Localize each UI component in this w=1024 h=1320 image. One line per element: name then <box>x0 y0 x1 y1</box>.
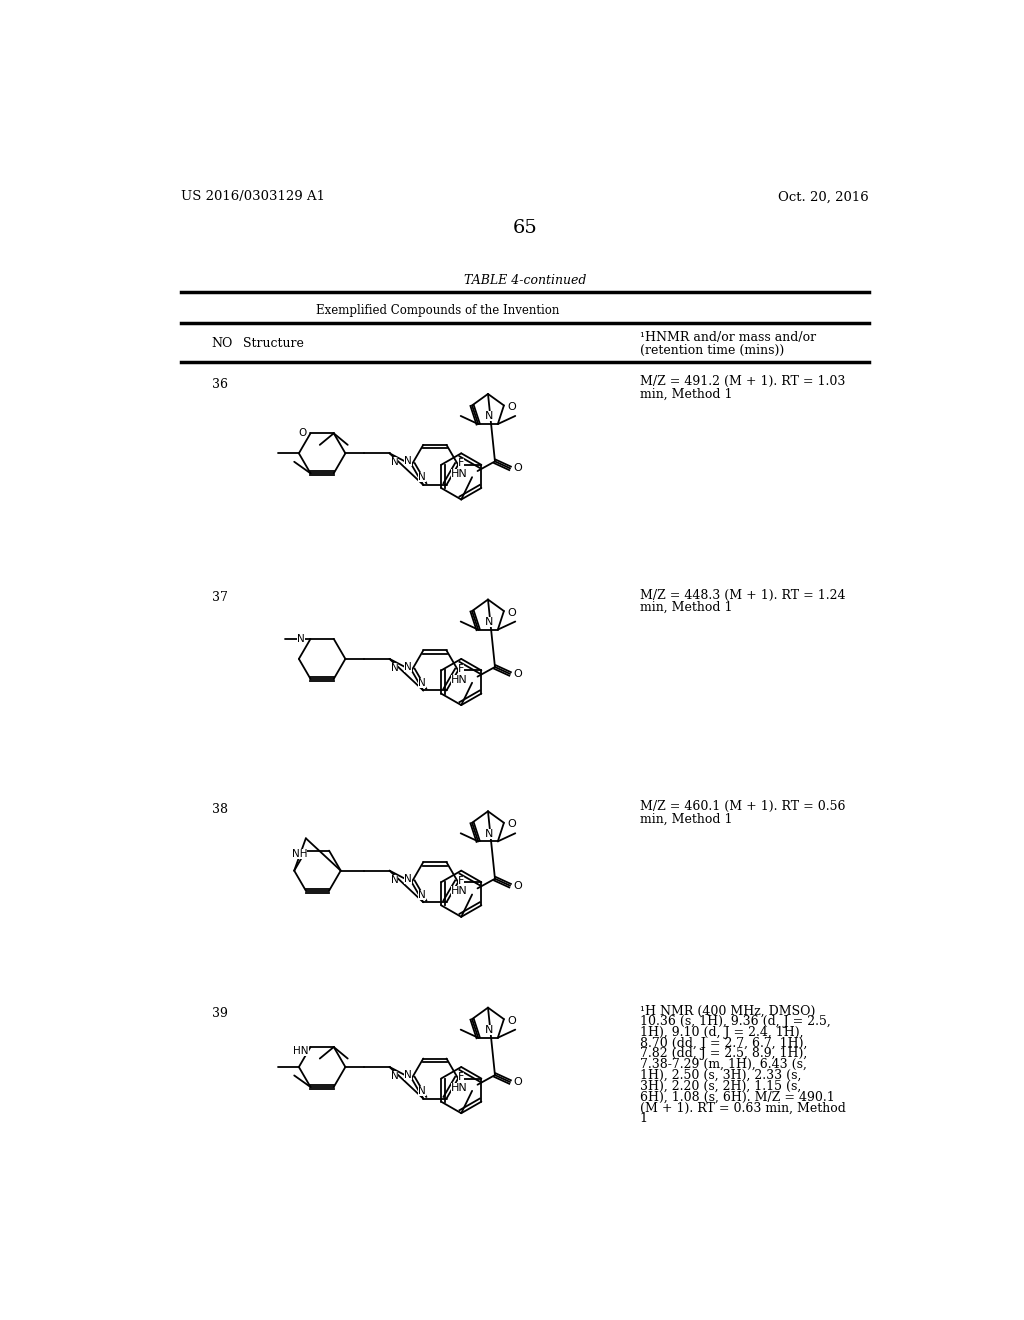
Text: M/Z = 491.2 (M + 1). RT = 1.03: M/Z = 491.2 (M + 1). RT = 1.03 <box>640 375 845 388</box>
Text: O: O <box>513 880 522 891</box>
Text: O: O <box>513 669 522 678</box>
Text: N: N <box>390 663 398 673</box>
Text: F: F <box>458 458 465 469</box>
Text: 7.38-7.29 (m, 1H), 6.43 (s,: 7.38-7.29 (m, 1H), 6.43 (s, <box>640 1059 806 1072</box>
Text: min, Method 1: min, Method 1 <box>640 813 732 825</box>
Text: min, Method 1: min, Method 1 <box>640 601 732 614</box>
Text: NH: NH <box>292 850 307 859</box>
Text: M/Z = 460.1 (M + 1). RT = 0.56: M/Z = 460.1 (M + 1). RT = 0.56 <box>640 800 845 813</box>
Text: min, Method 1: min, Method 1 <box>640 388 732 400</box>
Text: N: N <box>404 874 412 883</box>
Text: M/Z = 448.3 (M + 1). RT = 1.24: M/Z = 448.3 (M + 1). RT = 1.24 <box>640 589 845 602</box>
Text: N: N <box>418 473 426 482</box>
Text: NO: NO <box>212 337 233 350</box>
Text: 1: 1 <box>640 1111 647 1125</box>
Text: N: N <box>485 412 494 421</box>
Text: N: N <box>390 457 398 467</box>
Text: Structure: Structure <box>243 337 303 350</box>
Text: F: F <box>458 875 465 886</box>
Text: ¹HNMR and/or mass and/or: ¹HNMR and/or mass and/or <box>640 331 816 345</box>
Text: O: O <box>507 607 516 618</box>
Text: HN: HN <box>451 469 467 479</box>
Text: HN: HN <box>451 1082 467 1093</box>
Text: N: N <box>485 616 494 627</box>
Text: O: O <box>513 1077 522 1086</box>
Text: O: O <box>513 463 522 474</box>
Text: 6H), 1.08 (s, 6H). M/Z = 490.1: 6H), 1.08 (s, 6H). M/Z = 490.1 <box>640 1090 835 1104</box>
Text: 38: 38 <box>212 803 227 816</box>
Text: 1H), 9.10 (d, J = 2.4, 1H),: 1H), 9.10 (d, J = 2.4, 1H), <box>640 1026 803 1039</box>
Text: US 2016/0303129 A1: US 2016/0303129 A1 <box>180 190 325 203</box>
Text: 10.36 (s, 1H), 9.36 (d, J = 2.5,: 10.36 (s, 1H), 9.36 (d, J = 2.5, <box>640 1015 830 1028</box>
Text: 8.70 (dd, J = 2.7, 6.7, 1H),: 8.70 (dd, J = 2.7, 6.7, 1H), <box>640 1036 807 1049</box>
Text: O: O <box>299 428 307 438</box>
Text: N: N <box>418 890 426 899</box>
Text: Exemplified Compounds of the Invention: Exemplified Compounds of the Invention <box>316 305 560 317</box>
Text: 65: 65 <box>512 219 538 236</box>
Text: N: N <box>390 875 398 884</box>
Text: N: N <box>404 661 412 672</box>
Text: Oct. 20, 2016: Oct. 20, 2016 <box>778 190 869 203</box>
Text: TABLE 4-continued: TABLE 4-continued <box>464 273 586 286</box>
Text: O: O <box>507 820 516 829</box>
Text: HN: HN <box>294 1045 309 1056</box>
Text: 37: 37 <box>212 591 227 603</box>
Text: 1H), 2.50 (s, 3H), 2.33 (s,: 1H), 2.50 (s, 3H), 2.33 (s, <box>640 1069 801 1082</box>
Text: HN: HN <box>451 675 467 685</box>
Text: HN: HN <box>451 887 467 896</box>
Text: N: N <box>418 1086 426 1096</box>
Text: (retention time (mins)): (retention time (mins)) <box>640 345 783 358</box>
Text: 36: 36 <box>212 378 227 391</box>
Text: 3H), 2.20 (s, 2H), 1.15 (s,: 3H), 2.20 (s, 2H), 1.15 (s, <box>640 1080 801 1093</box>
Text: 7.82 (dd, J = 2.5, 8.9, 1H),: 7.82 (dd, J = 2.5, 8.9, 1H), <box>640 1047 807 1060</box>
Text: N: N <box>485 1026 494 1035</box>
Text: N: N <box>404 1071 412 1080</box>
Text: ¹H NMR (400 MHz, DMSO): ¹H NMR (400 MHz, DMSO) <box>640 1005 815 1018</box>
Text: F: F <box>458 664 465 675</box>
Text: N: N <box>485 829 494 838</box>
Text: (M + 1). RT = 0.63 min, Method: (M + 1). RT = 0.63 min, Method <box>640 1101 846 1114</box>
Text: N: N <box>297 634 305 644</box>
Text: 39: 39 <box>212 1007 227 1019</box>
Text: N: N <box>390 1071 398 1081</box>
Text: N: N <box>418 677 426 688</box>
Text: N: N <box>404 457 412 466</box>
Text: O: O <box>507 1015 516 1026</box>
Text: O: O <box>507 403 516 412</box>
Text: F: F <box>458 1072 465 1082</box>
